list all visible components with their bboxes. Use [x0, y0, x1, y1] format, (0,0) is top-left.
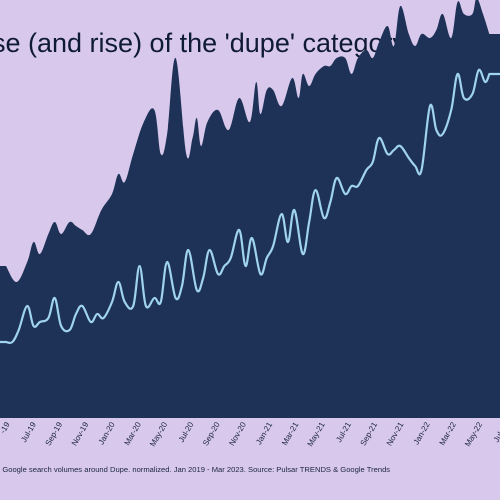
- search-volume-area: [0, 0, 500, 418]
- source-note: d Google search volumes around Dupe. nor…: [0, 465, 391, 474]
- x-tick-label: May-22: [463, 420, 484, 448]
- x-tick-label: Mar-21: [280, 420, 301, 447]
- x-tick-label: Jul-22: [492, 420, 500, 444]
- chart-title: se (and rise) of the 'dupe' category: [0, 28, 407, 58]
- x-axis-ticks: -19 Jul-19 Sep-19 Nov-19 Jan-20 Mar-20 May-20 J…: [0, 420, 500, 448]
- x-tick-label: Sep-20: [201, 420, 222, 447]
- x-tick-label: Jul-21: [334, 420, 353, 444]
- x-tick-label: Sep-19: [44, 420, 65, 447]
- x-tick-label: Jan-20: [97, 420, 117, 446]
- x-tick-label: May-21: [306, 420, 327, 448]
- dupe-trend-line: [0, 68, 500, 345]
- x-tick-label: Sep-21: [359, 420, 380, 447]
- x-tick-label: Nov-21: [385, 420, 406, 447]
- x-tick-label: Jan-22: [412, 420, 432, 446]
- x-tick-label: Jul-19: [19, 420, 38, 444]
- x-tick-label: Nov-19: [70, 420, 91, 447]
- x-tick-label: Jul-20: [177, 420, 196, 444]
- x-tick-label: Nov-20: [227, 420, 248, 447]
- x-tick-label: Mar-20: [123, 420, 144, 447]
- x-tick-label: Mar-22: [438, 420, 459, 447]
- x-tick-label: -19: [0, 420, 12, 435]
- x-tick-label: May-20: [148, 420, 169, 448]
- x-tick-label: Jan-21: [254, 420, 274, 446]
